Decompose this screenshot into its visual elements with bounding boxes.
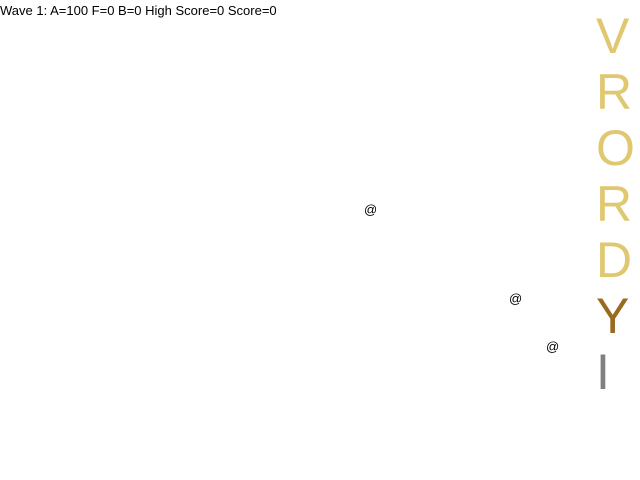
enemy-glyph: @: [546, 339, 560, 354]
word-letter-column: V R O R D Y I: [596, 8, 640, 400]
hud-status-text: Wave 1: A=100 F=0 B=0 High Score=0 Score…: [0, 3, 277, 18]
word-letter-current: Y: [596, 288, 630, 344]
word-letter: R: [596, 64, 633, 120]
word-letter: D: [596, 232, 633, 288]
word-letter: V: [596, 8, 630, 64]
word-letter: O: [596, 120, 635, 176]
enemy-glyph: @: [509, 291, 523, 306]
enemy-glyph: @: [364, 202, 378, 217]
word-letter-pending: I: [596, 344, 610, 400]
word-letter: R: [596, 176, 633, 232]
